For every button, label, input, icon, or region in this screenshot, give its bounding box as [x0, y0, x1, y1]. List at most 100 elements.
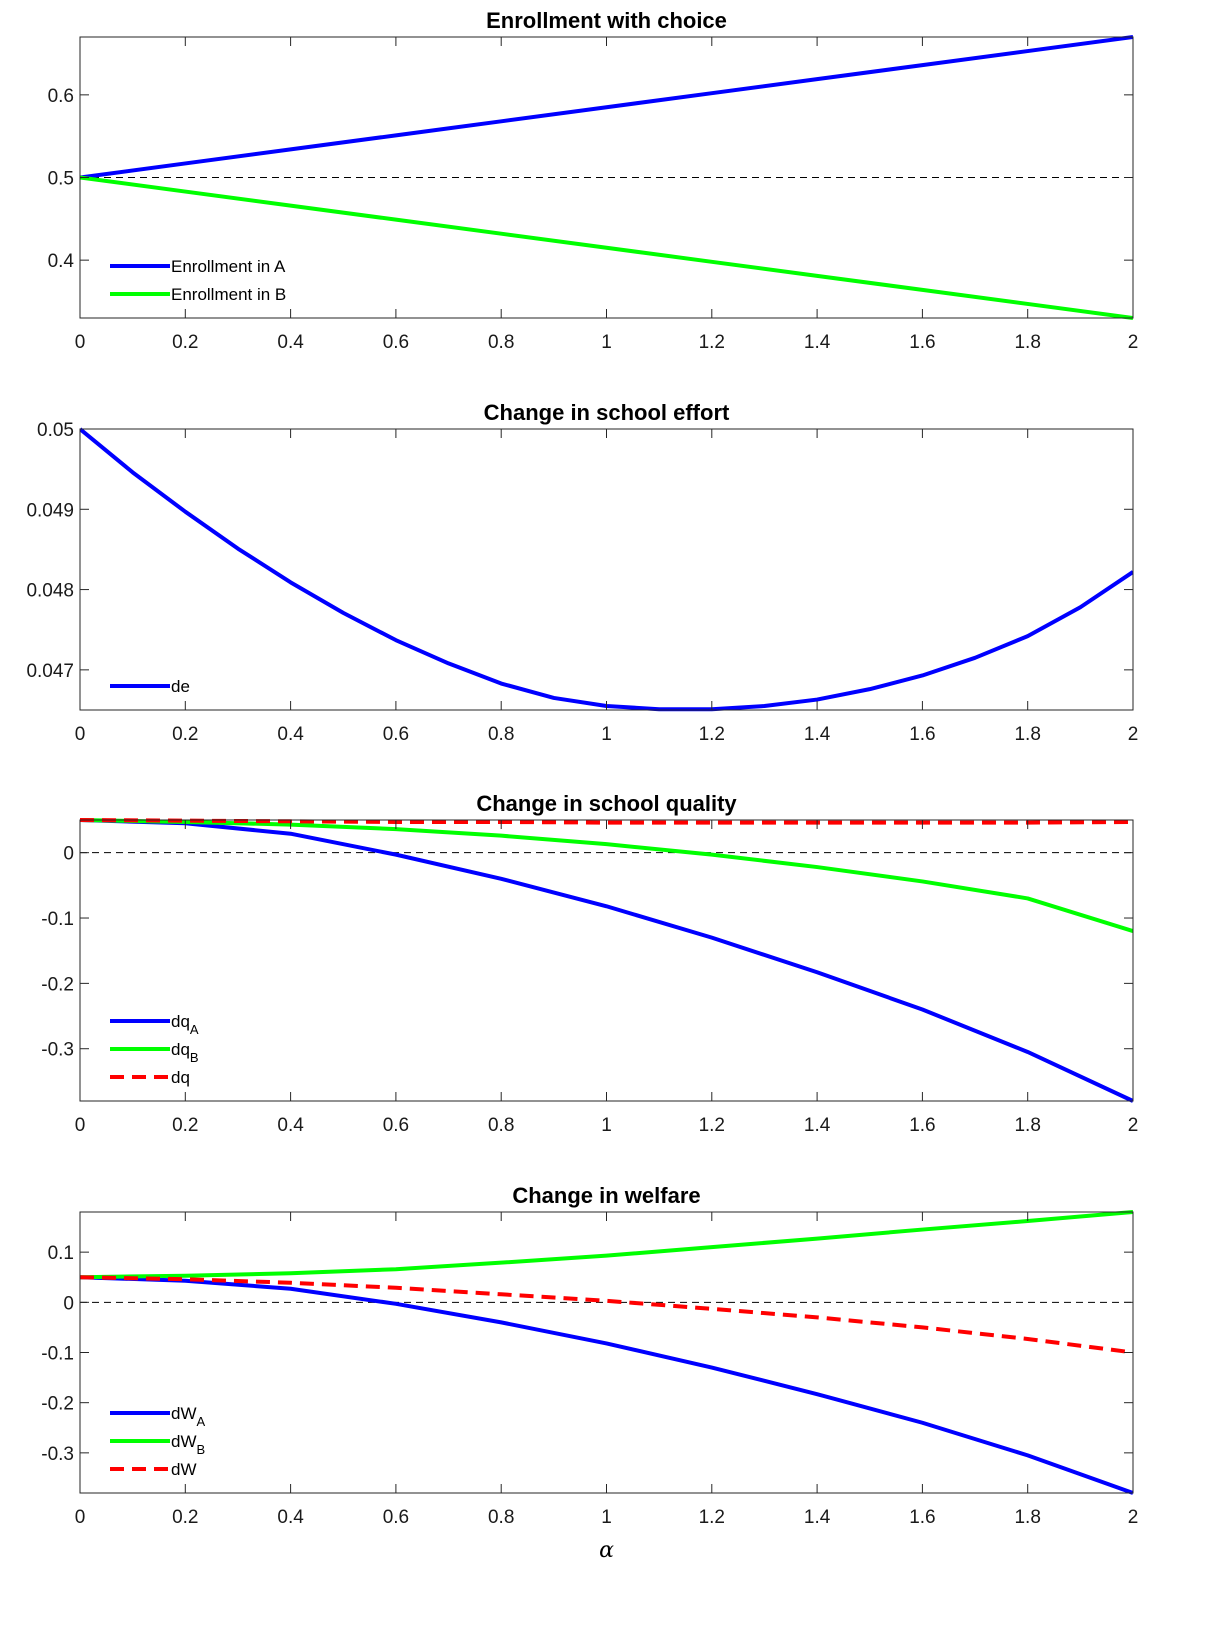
legend-entry: dWA — [171, 1404, 206, 1429]
legend-entry-name: de — [171, 677, 190, 696]
x-tick-label: 0 — [75, 1115, 86, 1136]
legend-entry-subscript: B — [197, 1442, 206, 1457]
legend-entry: dq — [171, 1068, 190, 1087]
x-tick-label: 2 — [1128, 724, 1139, 745]
legend-entry-name: dq — [171, 1068, 190, 1087]
x-axis-label: α — [599, 1538, 614, 1563]
legend-entry-name: dW — [171, 1460, 197, 1479]
x-tick-label: 2 — [1128, 1507, 1139, 1528]
legend-entry-name: Enrollment in B — [171, 285, 286, 304]
x-tick-label: 1 — [601, 332, 612, 353]
x-tick-label: 1.2 — [699, 1507, 725, 1528]
legend-entry: Enrollment in B — [171, 285, 286, 304]
chart-title: Enrollment with choice — [486, 8, 727, 33]
x-tick-label: 1.2 — [699, 332, 725, 353]
x-tick-label: 0.6 — [383, 724, 409, 745]
series-line-dqb — [80, 818, 1133, 934]
y-tick-label: -0.2 — [41, 974, 74, 995]
chart-panel-3: Change in school quality 0 0.2 0.4 0.6 0.8 1 1.… — [41, 791, 1138, 1136]
legend-entry: dW — [171, 1460, 197, 1479]
y-tick-label: 0.6 — [48, 86, 74, 107]
y-tick-label: 0 — [63, 844, 74, 865]
x-tick-label: 1.4 — [804, 1507, 831, 1528]
x-tick-label: 1.2 — [699, 1115, 725, 1136]
x-tick-label: 1.8 — [1014, 724, 1040, 745]
y-tick-label: -0.1 — [41, 1344, 74, 1365]
y-tick-label: -0.3 — [41, 1444, 74, 1465]
legend-entry: dqB — [171, 1040, 199, 1065]
series-line-dw — [80, 1275, 1133, 1355]
x-tick-label: 1.4 — [804, 724, 831, 745]
x-tick-label: 0 — [75, 1507, 86, 1528]
series-line-enrollment-in-b — [80, 175, 1133, 320]
chart-title: Change in welfare — [512, 1183, 700, 1208]
chart-title: Change in school effort — [484, 400, 730, 425]
series-line-dqa — [80, 818, 1133, 1103]
series-line-enrollment-in-a — [80, 35, 1133, 180]
x-tick-label: 0.4 — [277, 332, 304, 353]
x-tick-label: 0.8 — [488, 724, 514, 745]
chart-panel-4: Change in welfare 0 0.2 0.4 0.6 0.8 1 1.2 1.4 1.6… — [41, 1183, 1138, 1563]
y-tick-label: -0.2 — [41, 1394, 74, 1415]
y-tick-label: 0 — [63, 1293, 74, 1314]
x-tick-label: 1.6 — [909, 332, 935, 353]
series-line-de — [80, 427, 1133, 712]
axes-box — [79, 428, 1134, 711]
x-tick-label: 0.2 — [172, 332, 198, 353]
chart-panel-1: Enrollment with choice 0 0.2 0.4 0.6 0.8 1 1.2 1… — [48, 8, 1139, 353]
x-tick-label: 0.6 — [383, 332, 409, 353]
x-tick-label: 0.6 — [383, 1507, 409, 1528]
x-tick-label: 0.8 — [488, 1115, 514, 1136]
series-line-dwb — [80, 1210, 1133, 1280]
legend-entry-subscript: A — [197, 1414, 206, 1429]
x-tick-label: 0 — [75, 724, 86, 745]
y-tick-label: 0.1 — [48, 1243, 74, 1264]
x-tick-label: 1.2 — [699, 724, 725, 745]
x-tick-label: 1.6 — [909, 724, 935, 745]
x-tick-label: 0.8 — [488, 1507, 514, 1528]
y-tick-label: 0.05 — [37, 420, 74, 441]
legend-entry: dqA — [171, 1012, 199, 1037]
y-tick-label: 0.049 — [26, 500, 74, 521]
legend-entry-subscript: B — [190, 1050, 199, 1065]
legend-entry: dWB — [171, 1432, 205, 1457]
axes-box — [79, 819, 1134, 1102]
chart-panel-2: Change in school effort 0 0.2 0.4 0.6 0.8 1 1.2… — [26, 400, 1138, 745]
series-line-dwa — [80, 1275, 1133, 1495]
x-tick-label: 1.4 — [804, 1115, 831, 1136]
y-tick-label: 0.5 — [48, 169, 74, 190]
x-tick-label: 0.2 — [172, 1115, 198, 1136]
x-tick-label: 1.8 — [1014, 332, 1040, 353]
legend-entry-name: dq — [171, 1012, 190, 1031]
y-tick-label: 0.4 — [48, 251, 75, 272]
x-tick-label: 0.2 — [172, 1507, 198, 1528]
y-tick-label: 0.048 — [26, 581, 74, 602]
legend-entry-name: dW — [171, 1432, 197, 1451]
y-tick-label: -0.3 — [41, 1040, 74, 1061]
x-tick-label: 0.4 — [277, 1115, 304, 1136]
x-tick-label: 1.6 — [909, 1115, 935, 1136]
x-tick-label: 2 — [1128, 332, 1139, 353]
y-tick-label: -0.1 — [41, 909, 74, 930]
x-tick-label: 0.4 — [277, 724, 304, 745]
legend-entry: Enrollment in A — [171, 257, 286, 276]
x-tick-label: 1.4 — [804, 332, 831, 353]
legend: Enrollment in A Enrollment in B — [110, 257, 286, 304]
legend-entry-subscript: A — [190, 1022, 199, 1037]
x-tick-label: 1 — [601, 1507, 612, 1528]
x-tick-label: 0.8 — [488, 332, 514, 353]
legend-entry-name: dq — [171, 1040, 190, 1059]
x-tick-label: 1.6 — [909, 1507, 935, 1528]
y-tick-label: 0.047 — [26, 661, 74, 682]
x-tick-label: 0.4 — [277, 1507, 304, 1528]
x-tick-label: 1 — [601, 724, 612, 745]
x-tick-label: 0.2 — [172, 724, 198, 745]
legend-entry: de — [171, 677, 190, 696]
legend: de — [110, 677, 190, 696]
legend-entry-name: dW — [171, 1404, 197, 1423]
x-tick-label: 1 — [601, 1115, 612, 1136]
legend-entry-name: Enrollment in A — [171, 257, 286, 276]
